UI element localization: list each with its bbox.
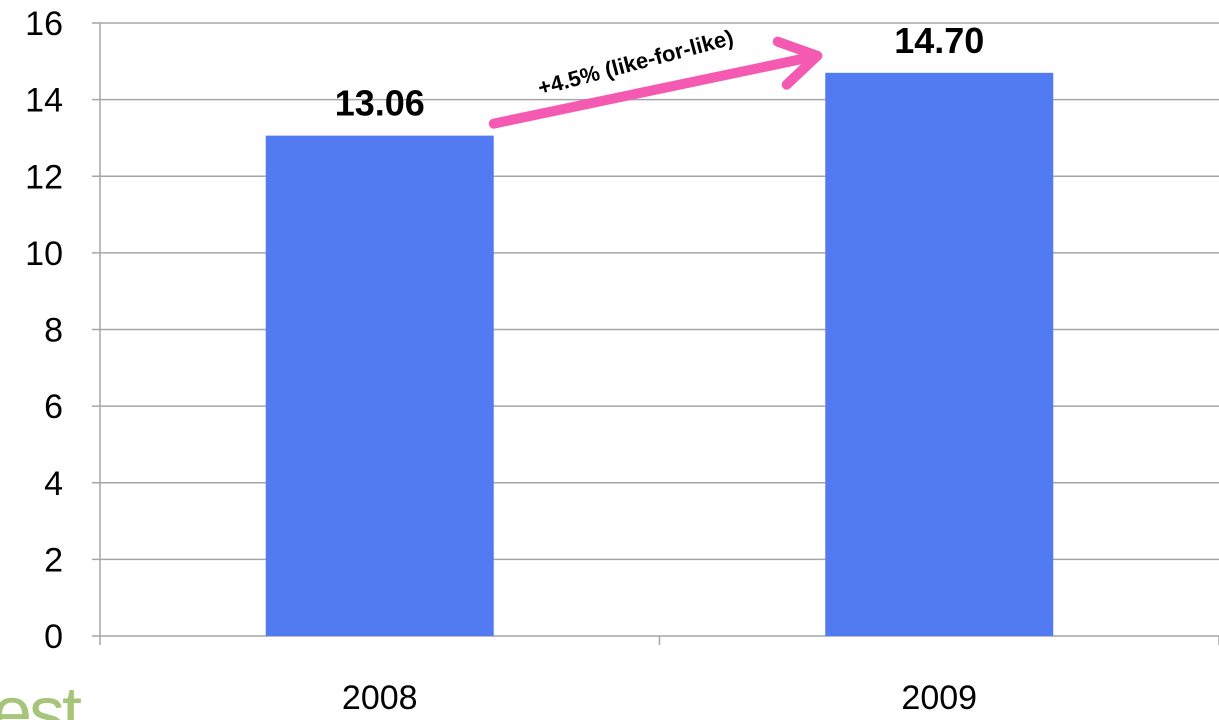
logo-text: est bbox=[0, 673, 82, 720]
data-labels: 13.06 14.70 bbox=[335, 20, 985, 124]
company-logo-fragment: est bbox=[0, 673, 85, 720]
y-tick-label: 6 bbox=[44, 388, 63, 426]
y-tick-label: 16 bbox=[25, 5, 63, 43]
data-label-2008: 13.06 bbox=[335, 83, 425, 124]
data-label-2009: 14.70 bbox=[894, 20, 984, 61]
y-tick-label: 12 bbox=[25, 158, 63, 196]
x-tick-label: 2008 bbox=[342, 679, 418, 717]
axes: 0 2 4 6 8 10 12 14 16 2008 2009 bbox=[25, 5, 1219, 717]
y-tick-label: 2 bbox=[44, 541, 63, 579]
growth-arrow-head bbox=[772, 36, 823, 90]
y-tick-label: 4 bbox=[44, 465, 63, 503]
y-tick-label: 14 bbox=[25, 82, 63, 120]
y-tick-label: 10 bbox=[25, 235, 63, 273]
bar-2008 bbox=[265, 135, 494, 637]
bar-2009 bbox=[825, 72, 1054, 636]
bars bbox=[265, 72, 1054, 637]
growth-arrow-shaft bbox=[488, 50, 823, 129]
y-tick-label: 0 bbox=[44, 618, 63, 656]
y-tick-label: 8 bbox=[44, 312, 63, 350]
x-tick-label: 2009 bbox=[901, 679, 977, 717]
growth-annotation: +4.5% (like-for-like) bbox=[488, 25, 823, 129]
